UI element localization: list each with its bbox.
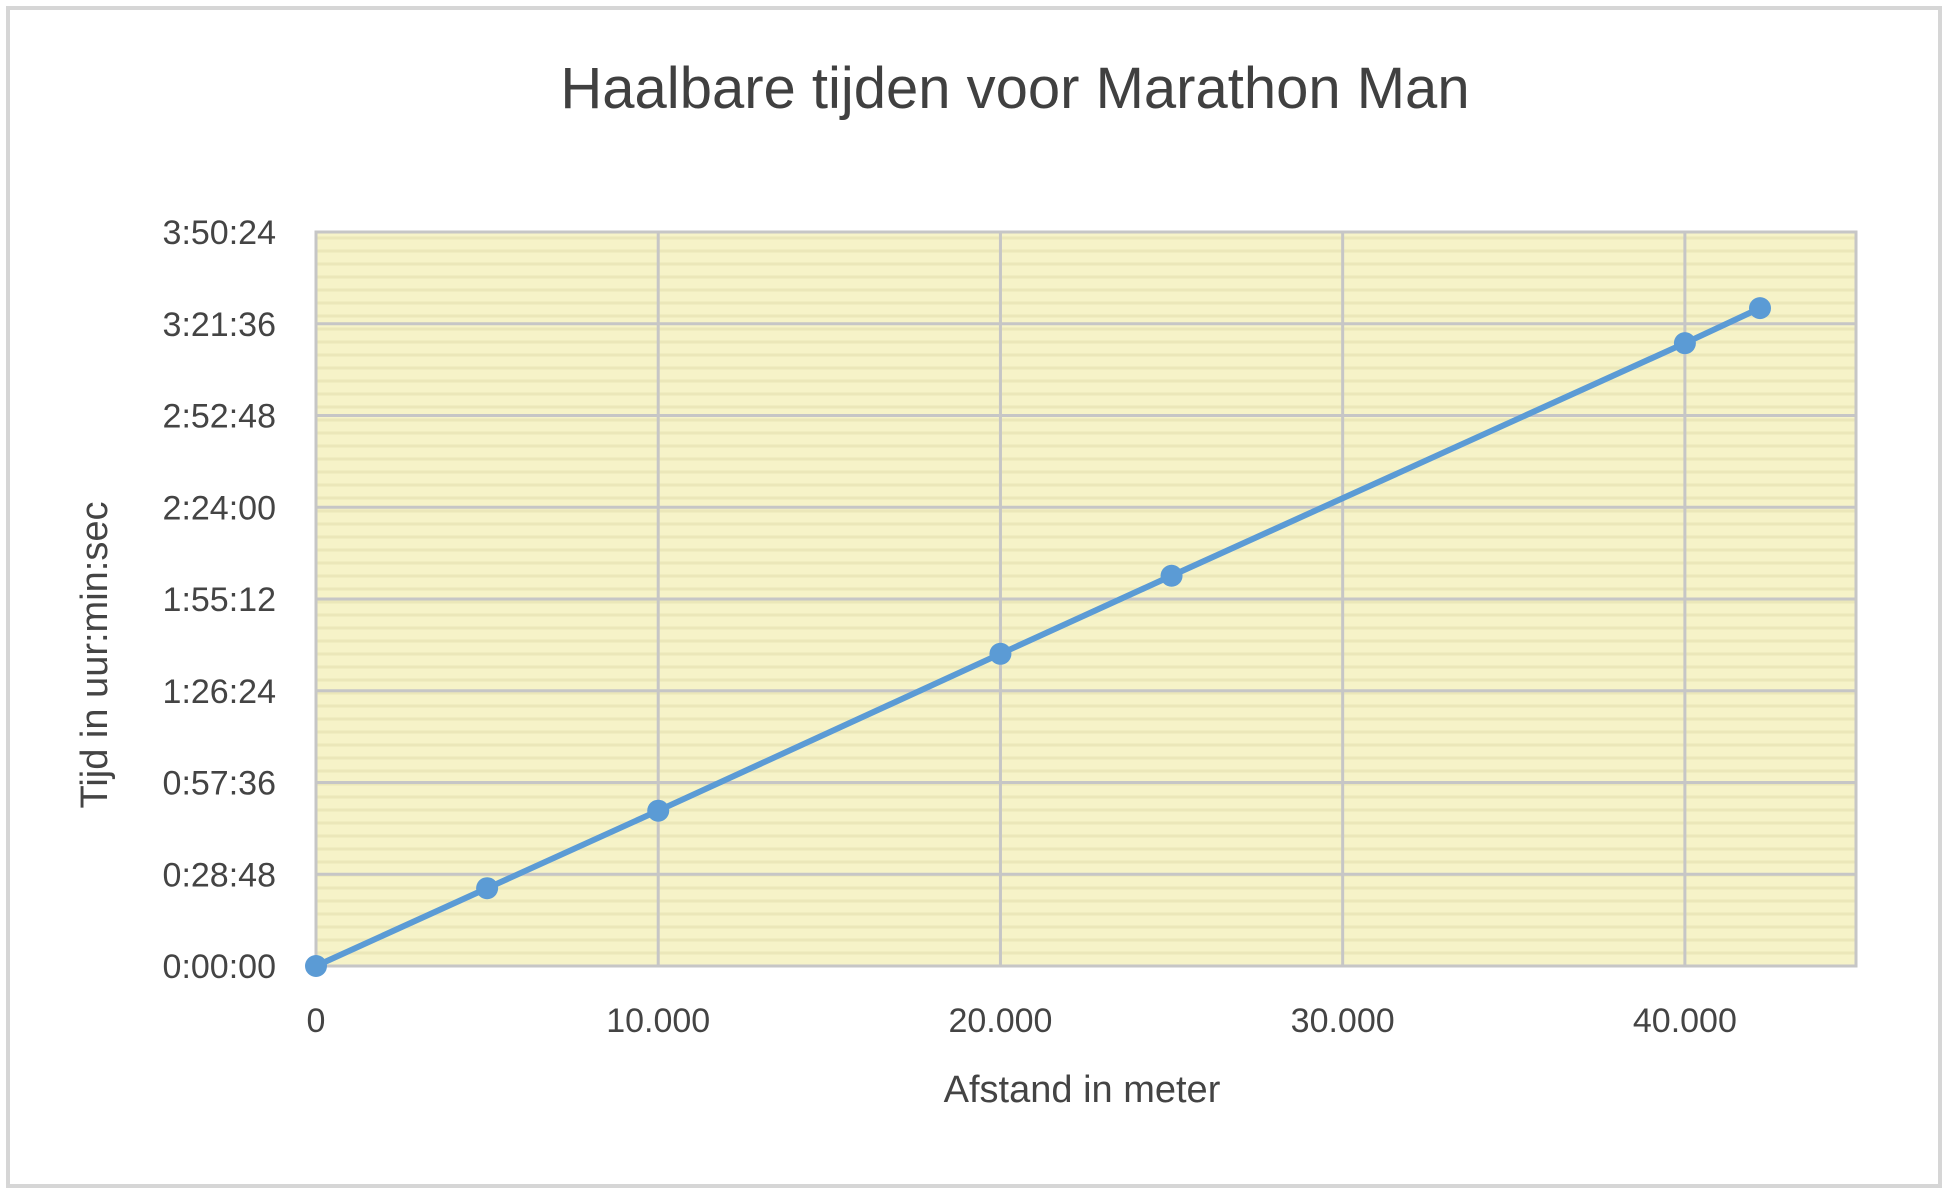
x-axis-title: Afstand in meter xyxy=(944,1069,1221,1111)
plot-area xyxy=(314,230,1858,968)
y-tick-label: 0:28:48 xyxy=(163,856,276,894)
data-point xyxy=(1749,297,1772,320)
y-axis-tick-labels: 0:00:00 0:28:48 0:57:36 1:26:24 1:55:12 2:24:… xyxy=(163,214,276,986)
y-tick-label: 0:57:36 xyxy=(163,765,276,803)
x-tick-label: 10.000 xyxy=(606,1002,710,1040)
series-layer xyxy=(305,297,1772,977)
y-tick-label: 1:26:24 xyxy=(163,673,276,711)
y-tick-label: 0:00:00 xyxy=(163,948,276,986)
data-point xyxy=(647,799,670,822)
minor-stripes xyxy=(316,236,1856,955)
x-tick-label: 0 xyxy=(307,1002,326,1040)
plot-border xyxy=(314,230,1858,968)
y-tick-label: 2:24:00 xyxy=(163,489,276,527)
y-tick-label: 3:50:24 xyxy=(163,214,276,252)
y-tick-label: 1:55:12 xyxy=(163,581,276,619)
y-tick-label: 3:21:36 xyxy=(163,306,276,344)
x-tick-label: 30.000 xyxy=(1291,1002,1395,1040)
data-point xyxy=(476,877,499,900)
x-tick-label: 40.000 xyxy=(1633,1002,1737,1040)
x-axis-tick-labels: 0 10.000 20.000 30.000 40.000 xyxy=(307,1002,1737,1040)
data-point xyxy=(1160,564,1183,587)
y-axis-title: Tijd in uur:min:sec xyxy=(74,502,116,809)
data-point xyxy=(1673,332,1696,355)
chart-title: Haalbare tijden voor Marathon Man xyxy=(560,56,1469,121)
x-tick-label: 20.000 xyxy=(948,1002,1052,1040)
y-tick-label: 2:52:48 xyxy=(163,398,276,436)
data-point xyxy=(305,955,327,977)
data-point xyxy=(989,642,1012,665)
